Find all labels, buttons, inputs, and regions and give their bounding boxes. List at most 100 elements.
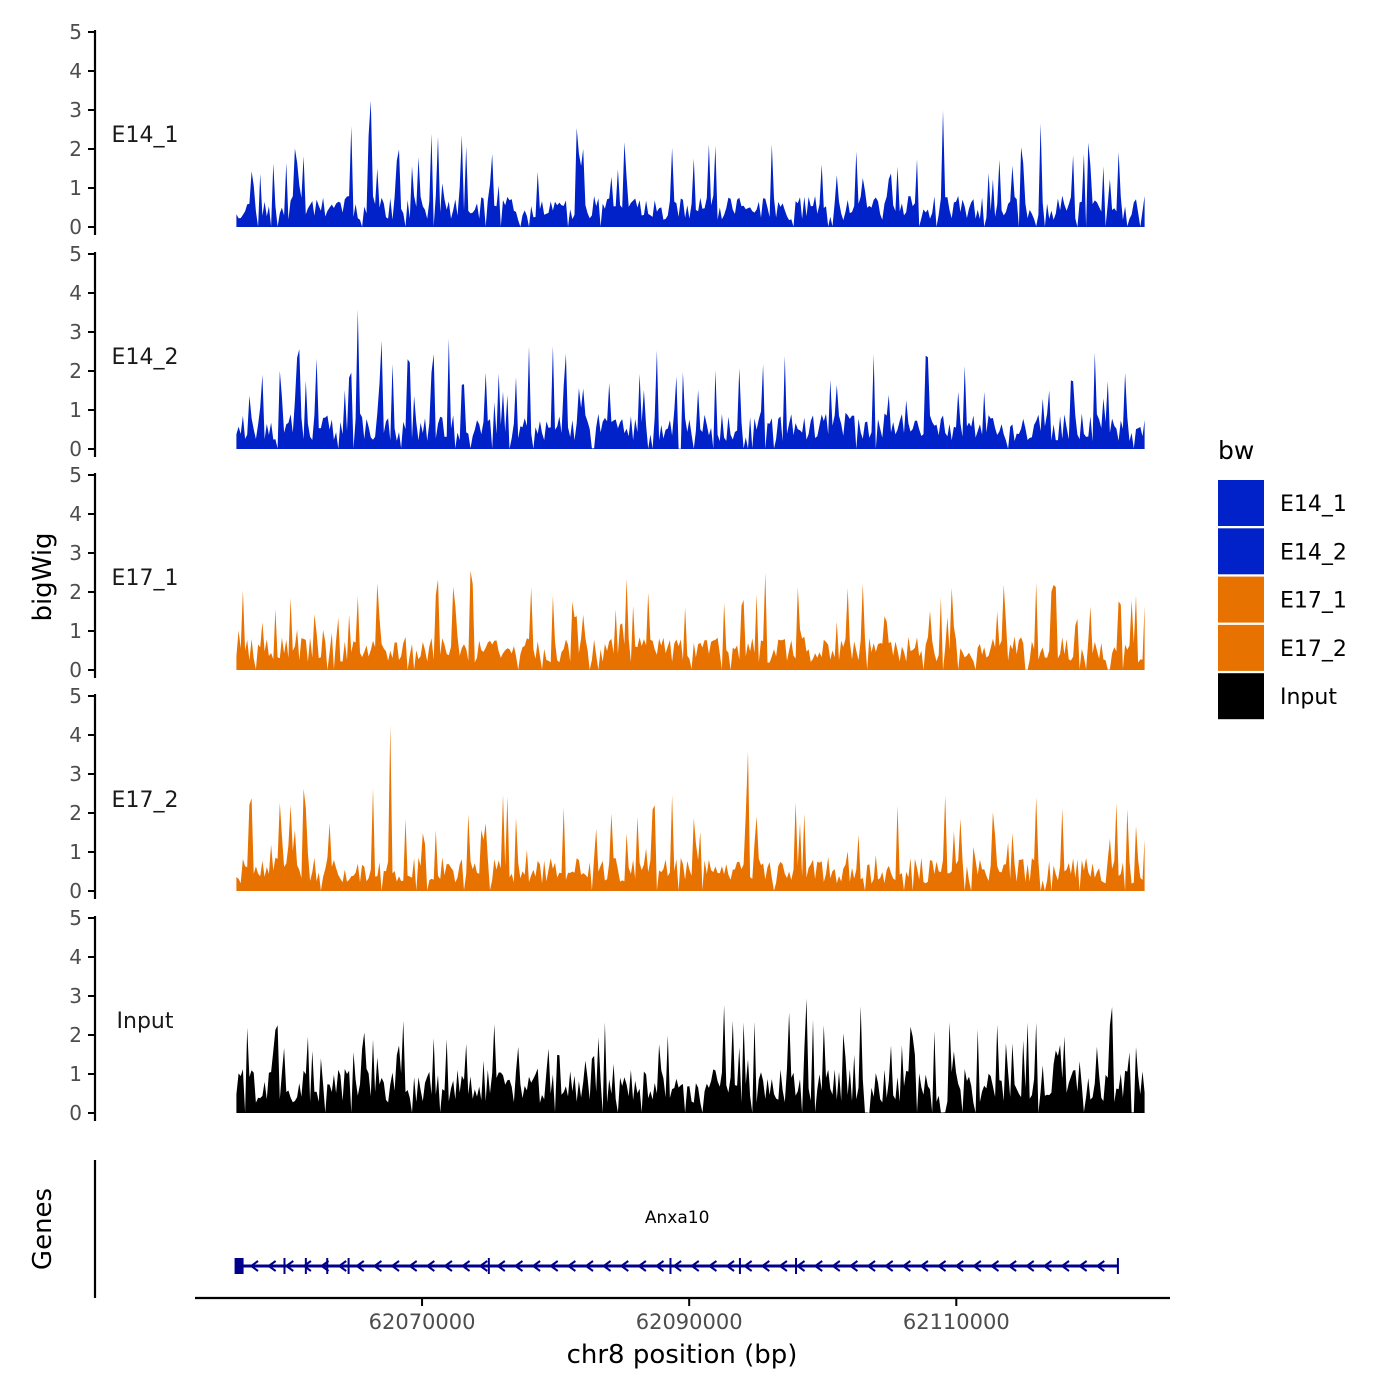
strand-chevron [284,1260,294,1272]
signal-area-e17-1 [236,570,1145,670]
strand-chevron [637,1260,647,1272]
gene-exon [283,1258,286,1274]
strand-chevron [813,1260,823,1272]
strand-chevron [372,1260,383,1272]
strand-chevron [1007,1260,1017,1272]
y-tick-label: 0 [69,658,82,682]
strand-chevron [566,1260,576,1272]
strand-chevron [1025,1260,1035,1272]
legend-label: E14_2 [1280,540,1347,565]
strand-chevron [249,1260,259,1272]
gene-exon [487,1258,490,1274]
legend-label: E17_2 [1280,637,1347,662]
gene-exon [234,1258,244,1274]
x-axis-label: chr8 position (bp) [567,1340,798,1370]
strand-chevron [919,1260,929,1272]
strand-chevron [1060,1260,1070,1272]
y-tick-label: 2 [69,137,82,161]
strand-chevron [619,1260,629,1272]
y-tick-label: 1 [69,840,82,864]
strand-chevron [707,1260,717,1272]
strand-chevron [584,1260,594,1272]
track-label: E17_2 [112,788,179,813]
y-tick-label: 5 [69,684,82,708]
strand-chevron [266,1260,277,1272]
strand-chevron [778,1260,788,1272]
y-tick-label: 3 [69,541,82,565]
strand-chevron [654,1260,665,1272]
y-tick-label: 3 [69,98,82,122]
strand-chevron [742,1260,753,1272]
track-label: E14_1 [112,123,179,148]
y-tick-label: 1 [69,619,82,643]
strand-chevron [337,1260,347,1272]
strand-chevron [355,1260,365,1272]
strand-chevron [1077,1260,1088,1272]
legend-key-e14-2 [1218,528,1264,575]
y-tick-label: 2 [69,1023,82,1047]
gene-exon [326,1258,329,1274]
signal-area-e17-2 [236,725,1145,891]
gene-panel: Anxa10 62070000 62090000 62110000 [93,1160,1170,1334]
legend-label: E14_1 [1280,492,1347,517]
strand-chevron [478,1260,488,1272]
y-tick-label: 4 [69,502,82,526]
y-tick-label: 2 [69,580,82,604]
y-tick-label: 5 [69,20,82,44]
strand-chevron [531,1260,541,1272]
strand-chevron [972,1260,982,1272]
strand-chevron [601,1260,612,1272]
legend-key-e17-2 [1218,624,1264,671]
x-tick-label: 62070000 [369,1310,476,1334]
track-panel-e14-2: 0 1 2 3 4 5 E14_2 [69,242,1145,461]
strand-chevron [848,1260,859,1272]
y-tick-label: 3 [69,762,82,786]
strand-chevron [690,1260,700,1272]
x-tick-label: 62110000 [903,1310,1010,1334]
track-label: E17_1 [112,566,179,591]
strand-chevron [460,1260,471,1272]
y-tick-label: 5 [69,463,82,487]
y-tick-label: 0 [69,879,82,903]
y-tick-label: 5 [69,906,82,930]
strand-chevron [443,1260,453,1272]
strand-chevron [672,1260,682,1272]
gene-exon [304,1258,307,1274]
legend-key-e17-1 [1218,576,1264,623]
y-tick-label: 0 [69,1101,82,1125]
y-tick-label: 4 [69,281,82,305]
gene-exon [347,1258,350,1274]
y-tick-label: 4 [69,723,82,747]
y-tick-label: 2 [69,359,82,383]
strand-chevron [302,1260,312,1272]
y-tick-label: 3 [69,984,82,1008]
y-tick-label: 0 [69,437,82,461]
gene-exon [795,1258,798,1274]
legend-label: Input [1280,685,1337,710]
track-panel-e14-1: 0 1 2 3 4 5 E14_1 [69,20,1145,239]
y-tick-label: 1 [69,1062,82,1086]
legend-label: E17_1 [1280,589,1347,614]
x-tick-label: 62090000 [636,1310,743,1334]
signal-area-e14-2 [236,309,1145,449]
strand-chevron [901,1260,911,1272]
signal-area-e14-1 [236,100,1145,227]
y-tick-label: 3 [69,320,82,344]
track-panel-input: 0 1 2 3 4 5 Input [69,906,1145,1125]
strand-chevron [831,1260,841,1272]
strand-chevron [936,1260,947,1272]
legend-title: bw [1218,436,1254,465]
gene-name-label: Anxa10 [645,1208,710,1228]
strand-chevron [1042,1260,1052,1272]
strand-chevron [513,1260,524,1272]
y-tick-label: 1 [69,398,82,422]
strand-chevron [496,1260,506,1272]
strand-chevron [954,1260,964,1272]
legend-key-input [1218,673,1264,720]
strand-chevron [319,1260,330,1272]
track-label: E14_2 [112,345,179,370]
strand-chevron [407,1260,418,1272]
strand-chevron [883,1260,894,1272]
strand-chevron [1095,1260,1105,1272]
